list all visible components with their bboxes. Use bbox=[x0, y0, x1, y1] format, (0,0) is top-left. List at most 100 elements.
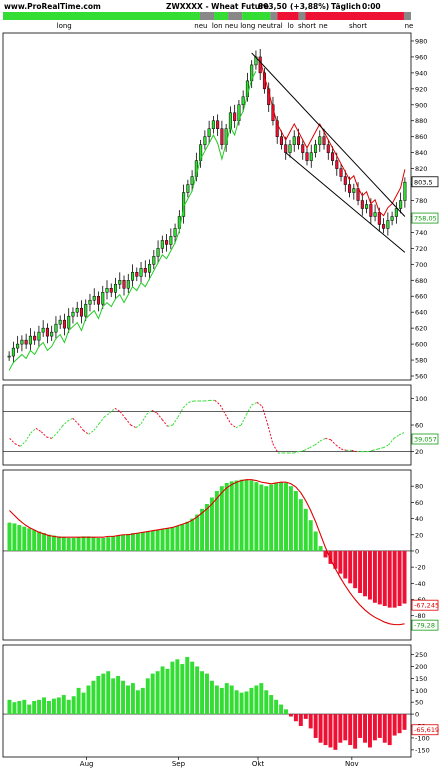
candle-body bbox=[394, 208, 398, 217]
stochastic-segment bbox=[372, 448, 379, 451]
candle-body bbox=[92, 295, 96, 301]
momentum-bar bbox=[234, 690, 239, 715]
stochastic-segment bbox=[298, 449, 305, 453]
channel-upper bbox=[251, 52, 406, 217]
momentum-bar bbox=[126, 685, 130, 715]
macd-bar bbox=[387, 550, 392, 608]
y-tick-label: 600 bbox=[415, 341, 427, 349]
signal-segment-neutral bbox=[403, 12, 411, 20]
macd-bar bbox=[135, 533, 140, 551]
momentum-bar bbox=[254, 685, 259, 715]
signal-segment-neutral bbox=[270, 12, 278, 20]
macd-bar bbox=[121, 534, 126, 551]
momentum-bar bbox=[333, 714, 338, 750]
trailing-stop-long bbox=[8, 71, 257, 371]
stochastic-segment bbox=[377, 447, 384, 450]
momentum-bar bbox=[288, 714, 293, 717]
candle-body bbox=[20, 339, 24, 345]
macd-bar bbox=[219, 486, 224, 551]
candle-body bbox=[301, 144, 305, 153]
candle-body bbox=[156, 248, 160, 257]
macd-bar bbox=[126, 533, 130, 551]
momentum-bar bbox=[284, 709, 288, 715]
stochastic-segment bbox=[88, 429, 95, 435]
stochastic-segment bbox=[351, 449, 358, 453]
macd-bar bbox=[185, 521, 190, 551]
signal-segment-long bbox=[242, 12, 271, 20]
candle-body bbox=[399, 200, 403, 209]
macd-bar bbox=[392, 550, 397, 608]
momentum-bar bbox=[200, 671, 205, 715]
time-label: 0:00 bbox=[362, 2, 381, 11]
stochastic-segment bbox=[182, 401, 189, 409]
macd-bar bbox=[274, 482, 279, 551]
macd-bar bbox=[155, 529, 160, 551]
signal-label: lon bbox=[212, 22, 223, 30]
interval-label: Täglich bbox=[331, 2, 361, 11]
candle-body bbox=[352, 188, 356, 193]
candle-body bbox=[386, 220, 390, 229]
momentum-bar bbox=[264, 690, 269, 715]
momentum-bar bbox=[259, 683, 264, 715]
macd-bar bbox=[165, 528, 170, 551]
y-tick-label: 60 bbox=[415, 422, 423, 430]
momentum-bar bbox=[86, 685, 91, 715]
macd-bar bbox=[170, 527, 175, 551]
stochastic-segment bbox=[9, 437, 16, 445]
y-tick-label: 60 bbox=[415, 499, 423, 507]
momentum-panel: -150-100-50050100150200250-65,619 bbox=[2, 644, 439, 758]
y-tick-label: -150 bbox=[415, 746, 430, 754]
signal-label: short bbox=[349, 22, 367, 30]
macd-bar bbox=[76, 537, 81, 551]
candle-body bbox=[54, 323, 58, 333]
y-tick-label: 820 bbox=[415, 165, 427, 173]
stochastic-segment bbox=[167, 424, 173, 427]
stochastic-segment bbox=[325, 437, 331, 441]
candle-body bbox=[169, 236, 173, 245]
candle-body bbox=[339, 168, 343, 177]
candle-body bbox=[275, 120, 279, 137]
candle-body bbox=[96, 295, 101, 305]
signal-segment-neutral bbox=[228, 12, 243, 20]
macd-bar bbox=[101, 538, 106, 551]
candle-body bbox=[105, 288, 109, 293]
signal-label: ne bbox=[319, 22, 328, 30]
stochastic-segment bbox=[393, 434, 400, 439]
stochastic-segment bbox=[83, 429, 89, 435]
macd-bar bbox=[209, 497, 214, 551]
stochastic-segment bbox=[293, 451, 300, 454]
momentum-bar bbox=[121, 680, 126, 715]
macd-bar bbox=[111, 536, 116, 551]
stochastic-segment bbox=[272, 443, 279, 454]
y-tick-label: 980 bbox=[415, 37, 427, 45]
momentum-bar bbox=[224, 683, 229, 715]
stochastic-segment bbox=[104, 412, 110, 418]
macd-bar bbox=[96, 538, 101, 551]
y-tick-label: 0 bbox=[415, 547, 419, 555]
stochastic-segment bbox=[214, 399, 221, 406]
trailing-stop-short bbox=[259, 59, 406, 217]
macd-bar bbox=[333, 550, 338, 569]
momentum-bar bbox=[229, 685, 234, 715]
candle-body bbox=[79, 307, 83, 317]
candle-body bbox=[126, 280, 130, 289]
candle-body bbox=[288, 144, 292, 153]
candle-body bbox=[28, 335, 32, 345]
candle-body bbox=[67, 315, 71, 329]
macd-bar bbox=[343, 550, 348, 579]
candle-body bbox=[348, 184, 352, 193]
candle-body bbox=[160, 240, 164, 249]
signal-segment-long bbox=[3, 12, 200, 20]
x-tick-label: Sep bbox=[172, 760, 186, 768]
y-tick-label: 250 bbox=[415, 651, 427, 659]
candle-body bbox=[233, 112, 237, 121]
y-tick-label: -20 bbox=[415, 564, 426, 572]
y-tick-label: 200 bbox=[415, 663, 427, 671]
stochastic-segment bbox=[204, 399, 210, 402]
signal-label: neu bbox=[225, 22, 238, 30]
macd-bar bbox=[303, 508, 308, 551]
macd-bar bbox=[42, 533, 47, 551]
macd-bar bbox=[244, 479, 249, 551]
stochastic-segment bbox=[314, 440, 321, 446]
